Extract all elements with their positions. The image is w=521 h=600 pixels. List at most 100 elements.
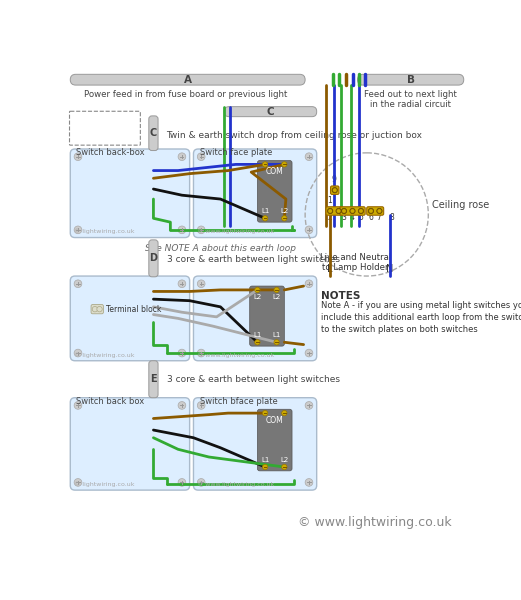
Text: Feed out to next light
in the radial circuit: Feed out to next light in the radial cir… xyxy=(364,90,457,109)
FancyBboxPatch shape xyxy=(326,207,343,215)
Text: Switch back-box: Switch back-box xyxy=(77,148,145,157)
Text: 9: 9 xyxy=(332,175,337,184)
Circle shape xyxy=(305,349,313,357)
FancyBboxPatch shape xyxy=(70,74,305,85)
Text: Twin & earth switch drop from ceiling rose or juction box: Twin & earth switch drop from ceiling ro… xyxy=(167,131,423,140)
Circle shape xyxy=(332,187,338,193)
Text: Switch bface plate: Switch bface plate xyxy=(200,397,277,406)
Text: © lightwiring.co.uk: © lightwiring.co.uk xyxy=(74,352,134,358)
Circle shape xyxy=(274,340,279,345)
FancyBboxPatch shape xyxy=(149,116,158,151)
Text: L2: L2 xyxy=(272,294,281,300)
FancyBboxPatch shape xyxy=(257,409,292,471)
FancyBboxPatch shape xyxy=(91,305,103,314)
FancyBboxPatch shape xyxy=(330,186,339,194)
Text: Terminal block: Terminal block xyxy=(106,305,162,314)
Circle shape xyxy=(360,210,362,212)
Text: C: C xyxy=(267,107,274,116)
Text: D: D xyxy=(150,253,157,263)
Text: 4: 4 xyxy=(350,213,354,222)
Text: 6: 6 xyxy=(368,213,373,222)
Circle shape xyxy=(329,210,331,212)
Circle shape xyxy=(341,208,346,214)
Circle shape xyxy=(328,208,333,214)
Text: © lightwiring.co.uk: © lightwiring.co.uk xyxy=(74,481,134,487)
Text: L2: L2 xyxy=(253,294,262,300)
Text: N: N xyxy=(386,264,393,274)
Circle shape xyxy=(378,210,380,212)
Circle shape xyxy=(333,189,336,191)
Circle shape xyxy=(282,410,287,416)
Circle shape xyxy=(351,210,354,212)
Circle shape xyxy=(282,162,287,167)
Circle shape xyxy=(255,287,260,293)
Circle shape xyxy=(74,226,82,234)
Circle shape xyxy=(197,349,205,357)
Circle shape xyxy=(274,287,279,293)
Text: COM: COM xyxy=(266,167,283,176)
Text: Switch back box: Switch back box xyxy=(77,397,145,406)
Text: 3 core & earth between light switches: 3 core & earth between light switches xyxy=(167,254,340,263)
FancyBboxPatch shape xyxy=(257,161,292,222)
Circle shape xyxy=(255,340,260,345)
Text: COM: COM xyxy=(266,416,283,425)
Text: L1: L1 xyxy=(261,208,269,214)
Circle shape xyxy=(305,280,313,287)
Circle shape xyxy=(305,226,313,234)
Circle shape xyxy=(197,226,205,234)
FancyBboxPatch shape xyxy=(357,74,464,85)
Circle shape xyxy=(305,153,313,161)
Circle shape xyxy=(178,226,186,234)
Circle shape xyxy=(178,280,186,287)
Circle shape xyxy=(305,401,313,409)
Text: 5: 5 xyxy=(358,213,363,222)
Circle shape xyxy=(197,479,205,486)
Text: © www.lightwiring.co.uk: © www.lightwiring.co.uk xyxy=(197,352,275,358)
Circle shape xyxy=(178,153,186,161)
Text: L1: L1 xyxy=(253,332,262,338)
Circle shape xyxy=(358,208,364,214)
Circle shape xyxy=(368,208,374,214)
Text: L1: L1 xyxy=(272,332,281,338)
FancyBboxPatch shape xyxy=(149,361,158,398)
Text: L2: L2 xyxy=(280,208,289,214)
Text: B: B xyxy=(406,75,415,85)
Circle shape xyxy=(178,479,186,486)
Text: Power feed in from fuse board or previous light: Power feed in from fuse board or previou… xyxy=(84,90,288,99)
FancyBboxPatch shape xyxy=(340,207,365,215)
Circle shape xyxy=(263,464,268,470)
Text: © www.lightwiring.co.uk: © www.lightwiring.co.uk xyxy=(297,516,451,529)
Text: 2: 2 xyxy=(327,213,332,222)
Circle shape xyxy=(197,401,205,409)
Circle shape xyxy=(197,153,205,161)
FancyBboxPatch shape xyxy=(250,286,284,346)
Text: 7: 7 xyxy=(377,213,381,222)
FancyBboxPatch shape xyxy=(367,207,383,215)
Circle shape xyxy=(92,307,97,312)
Text: 3 core & earth between light switches: 3 core & earth between light switches xyxy=(167,376,340,385)
Circle shape xyxy=(263,410,268,416)
Circle shape xyxy=(338,210,340,212)
Circle shape xyxy=(74,349,82,357)
Circle shape xyxy=(343,210,345,212)
Circle shape xyxy=(350,208,355,214)
FancyBboxPatch shape xyxy=(224,107,317,116)
Circle shape xyxy=(305,479,313,486)
Circle shape xyxy=(377,208,382,214)
Circle shape xyxy=(74,401,82,409)
Text: Live and Neutral
to Lamp Holder: Live and Neutral to Lamp Holder xyxy=(319,253,391,272)
Text: C: C xyxy=(150,128,157,138)
Text: Note A - if you are using metal light switches you should
include this additiona: Note A - if you are using metal light sw… xyxy=(320,301,521,334)
Text: E: E xyxy=(150,374,157,384)
FancyBboxPatch shape xyxy=(193,149,317,238)
Circle shape xyxy=(97,307,102,312)
FancyBboxPatch shape xyxy=(149,240,158,277)
Text: L2: L2 xyxy=(280,457,289,463)
Text: 3: 3 xyxy=(341,213,346,222)
Text: A: A xyxy=(184,75,192,85)
Circle shape xyxy=(282,464,287,470)
Circle shape xyxy=(74,153,82,161)
Text: © lightwiring.co.uk: © lightwiring.co.uk xyxy=(74,229,134,235)
Circle shape xyxy=(178,349,186,357)
Circle shape xyxy=(197,280,205,287)
